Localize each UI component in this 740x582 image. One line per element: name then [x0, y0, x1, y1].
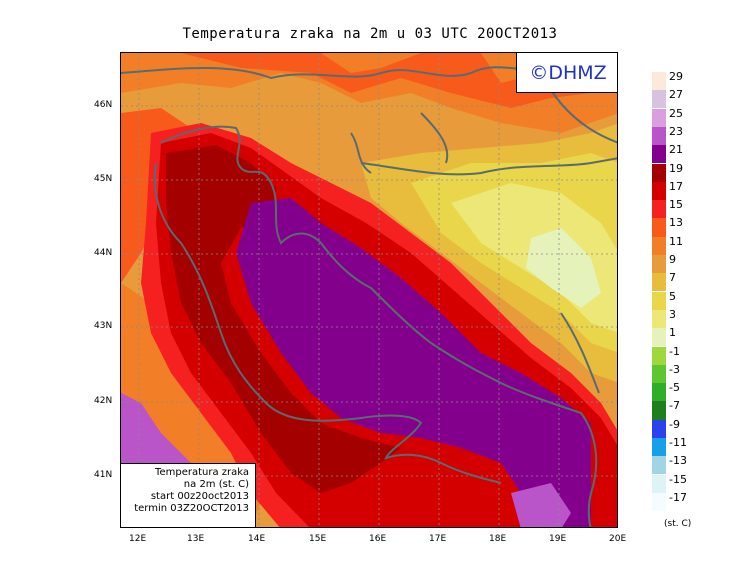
legend-units: (st. C) [664, 519, 692, 529]
legend-swatch [652, 126, 666, 146]
info-line-2: na 2m (st. C) [183, 479, 249, 490]
legend-label: 13 [669, 216, 683, 230]
coastlines [121, 57, 617, 527]
lon-label-20e: 20E [609, 534, 627, 544]
legend-label: -13 [669, 454, 687, 468]
legend-swatch [652, 255, 666, 274]
field-north-red [181, 53, 617, 108]
legend-label: 25 [669, 106, 683, 120]
legend-swatch [652, 236, 666, 255]
field-ionian [511, 483, 571, 527]
info-line-4: termin 03Z20OCT2013 [134, 503, 249, 514]
field-inland-cold [526, 228, 601, 308]
lat-label-42n: 42N [94, 396, 113, 406]
lat-label-41n: 41N [94, 470, 113, 480]
lat-label-43n: 43N [94, 321, 113, 331]
color-legend: 29 27 25 23 21 19 17 15 13 11 9 7 5 3 1 -1 -3 -5 -7 -9 -11 -1… [652, 70, 732, 512]
legend-swatch [652, 456, 666, 475]
legend-label: 9 [669, 253, 676, 266]
legend-label: 29 [669, 70, 683, 83]
legend-label: 21 [669, 143, 683, 157]
lon-label-16e: 16E [369, 534, 387, 544]
lon-label-17e: 17E [429, 534, 447, 544]
legend-swatch [652, 346, 666, 365]
info-box: Temperatura zraka na 2m (st. C) start 00… [121, 463, 256, 527]
legend-swatch [652, 163, 666, 182]
legend-swatch [652, 200, 666, 219]
legend-swatch [652, 438, 666, 457]
legend-swatch [652, 145, 666, 164]
legend-label: -7 [669, 399, 680, 413]
legend-label: 23 [669, 124, 683, 138]
legend-swatch [652, 492, 666, 512]
lat-label-44n: 44N [94, 248, 113, 258]
field-adriatic [236, 198, 591, 527]
lat-label-46n: 46N [94, 100, 113, 110]
legend-swatch [652, 181, 666, 200]
info-line-3: start 00z20oct2013 [150, 491, 249, 502]
legend-label: -9 [669, 417, 680, 431]
legend-swatch [652, 90, 666, 109]
legend-label: -5 [669, 381, 680, 395]
lon-label-13e: 13E [187, 534, 205, 544]
legend-swatch [652, 273, 666, 292]
legend-swatch [652, 474, 666, 493]
map-title: Temperatura zraka na 2m u 03 UTC 20OCT20… [182, 26, 558, 42]
lon-label-12e: 12E [129, 534, 147, 544]
legend-label: -1 [669, 344, 680, 358]
legend-swatch [652, 401, 666, 420]
legend-label: 7 [669, 271, 676, 285]
legend-label: 17 [669, 179, 683, 193]
legend-swatch [652, 419, 666, 438]
temperature-map: ©DHMZ Temperatura zraka na 2m (st. C) st… [120, 52, 618, 528]
legend-label: 11 [669, 234, 683, 248]
legend-swatch [652, 218, 666, 237]
lon-label-14e: 14E [248, 534, 266, 544]
legend-swatch [652, 383, 666, 402]
legend-swatch [652, 72, 666, 91]
legend-swatch [652, 364, 666, 383]
legend-label: 19 [669, 161, 683, 175]
field-istria-maroon [166, 145, 401, 493]
legend-label: -17 [669, 490, 687, 504]
legend-label: 5 [669, 289, 676, 303]
legend-swatch [652, 309, 666, 329]
legend-swatch [652, 291, 666, 310]
legend-label: 3 [669, 307, 676, 321]
legend-swatch [652, 108, 666, 127]
dhmz-logo: ©DHMZ [516, 53, 617, 93]
legend-label: -11 [669, 436, 687, 449]
lat-label-45n: 45N [94, 174, 113, 184]
legend-label: 1 [669, 326, 676, 340]
temperature-field [121, 53, 617, 527]
legend-label: -3 [669, 362, 680, 376]
info-line-1: Temperatura zraka [155, 467, 249, 478]
lon-label-15e: 15E [309, 534, 327, 544]
legend-swatch [652, 328, 666, 347]
graticule [121, 53, 617, 527]
lon-label-18e: 18E [489, 534, 507, 544]
legend-label: -15 [669, 472, 687, 486]
legend-label: 15 [669, 198, 683, 212]
lon-label-19e: 19E [549, 534, 567, 544]
legend-label: 27 [669, 88, 683, 102]
